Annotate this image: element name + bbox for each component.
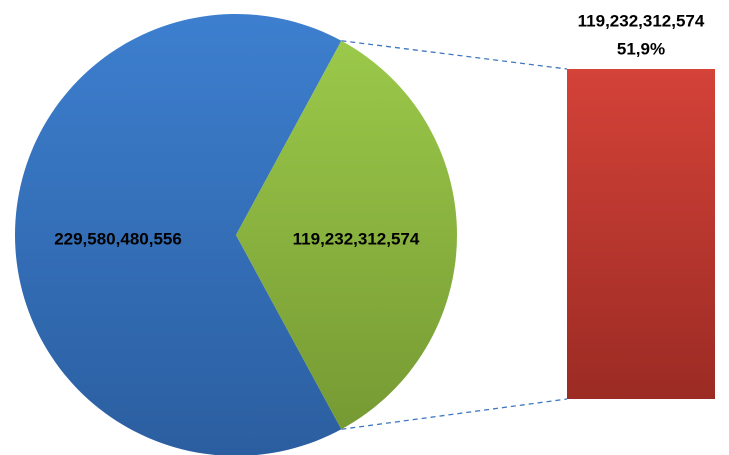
bar-value-label: 119,232,312,574 xyxy=(578,11,705,30)
connector-line-top xyxy=(341,40,568,70)
bar-percent-label: 51,9% xyxy=(617,39,665,58)
breakout-bar xyxy=(567,69,715,399)
data-label: 229,580,480,556 xyxy=(54,229,182,248)
pie-slice xyxy=(15,14,342,455)
data-label: 119,232,312,574 xyxy=(293,229,420,248)
connector-line-bottom xyxy=(341,398,568,430)
pie xyxy=(15,14,458,455)
pie-slice xyxy=(236,40,458,430)
connector-lines xyxy=(341,40,568,430)
